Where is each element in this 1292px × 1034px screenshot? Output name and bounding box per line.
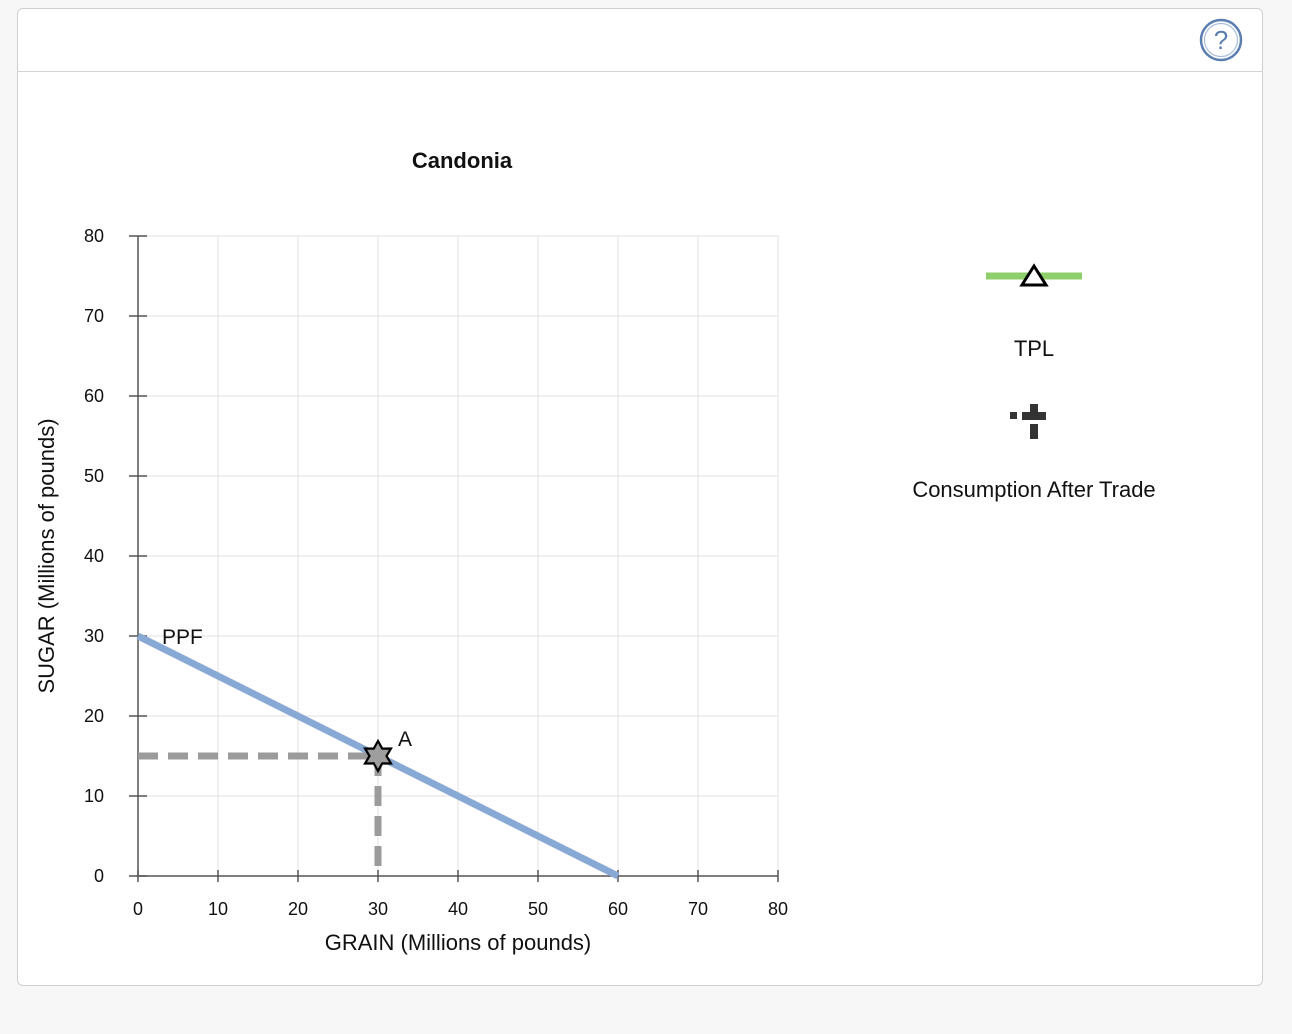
legend-consumption-label: Consumption After Trade <box>912 477 1155 502</box>
x-tick-label: 20 <box>288 899 308 919</box>
y-axis-title: SUGAR (Millions of pounds) <box>34 418 59 693</box>
y-tick-label: 80 <box>84 226 104 246</box>
cross-dot <box>1010 412 1017 419</box>
cross-dot <box>1030 432 1038 439</box>
x-tick-label: 30 <box>368 899 388 919</box>
x-tick-label: 40 <box>448 899 468 919</box>
cross-dot <box>1022 412 1030 420</box>
y-tick-label: 20 <box>84 706 104 726</box>
ticks: 0 10 20 30 40 50 60 70 80 0 10 20 30 40 50 60 70 80 <box>84 226 788 919</box>
y-tick-label: 60 <box>84 386 104 406</box>
cross-dot <box>1030 412 1038 420</box>
legend: TPL Consumption After Trade <box>912 263 1156 502</box>
question-mark-icon: ? <box>1214 25 1228 55</box>
point-a-label: A <box>398 728 412 751</box>
y-tick-label: 0 <box>94 866 104 886</box>
y-tick-label: 50 <box>84 466 104 486</box>
x-axis-title: GRAIN (Millions of pounds) <box>325 930 592 955</box>
ppf-label: PPF <box>162 626 203 649</box>
help-button[interactable]: ? <box>1199 18 1243 62</box>
y-tick-label: 40 <box>84 546 104 566</box>
help-inner-ring <box>1203 22 1239 58</box>
legend-tpl-label: TPL <box>1014 336 1054 361</box>
y-tick-label: 30 <box>84 626 104 646</box>
cross-dot <box>1030 404 1038 412</box>
grid <box>138 235 779 876</box>
help-circle <box>1199 18 1243 62</box>
y-tick-label: 70 <box>84 306 104 326</box>
graph-panel: ? <box>17 8 1263 986</box>
line-triangle-icon <box>1019 263 1049 287</box>
chart-title: Candonia <box>412 148 513 173</box>
x-tick-label: 60 <box>608 899 628 919</box>
x-tick-label: 50 <box>528 899 548 919</box>
series-layer: PPF A <box>136 626 620 880</box>
y-tick-label: 10 <box>84 786 104 806</box>
cross-dot <box>1038 412 1046 420</box>
header-divider <box>18 71 1262 72</box>
cross-dot <box>1030 424 1038 432</box>
x-tick-label: 0 <box>133 899 143 919</box>
x-tick-label: 10 <box>208 899 228 919</box>
star-icon <box>363 738 393 774</box>
x-tick-label: 70 <box>688 899 708 919</box>
dotted-cross-icon <box>1010 404 1046 439</box>
x-tick-label: 80 <box>768 899 788 919</box>
